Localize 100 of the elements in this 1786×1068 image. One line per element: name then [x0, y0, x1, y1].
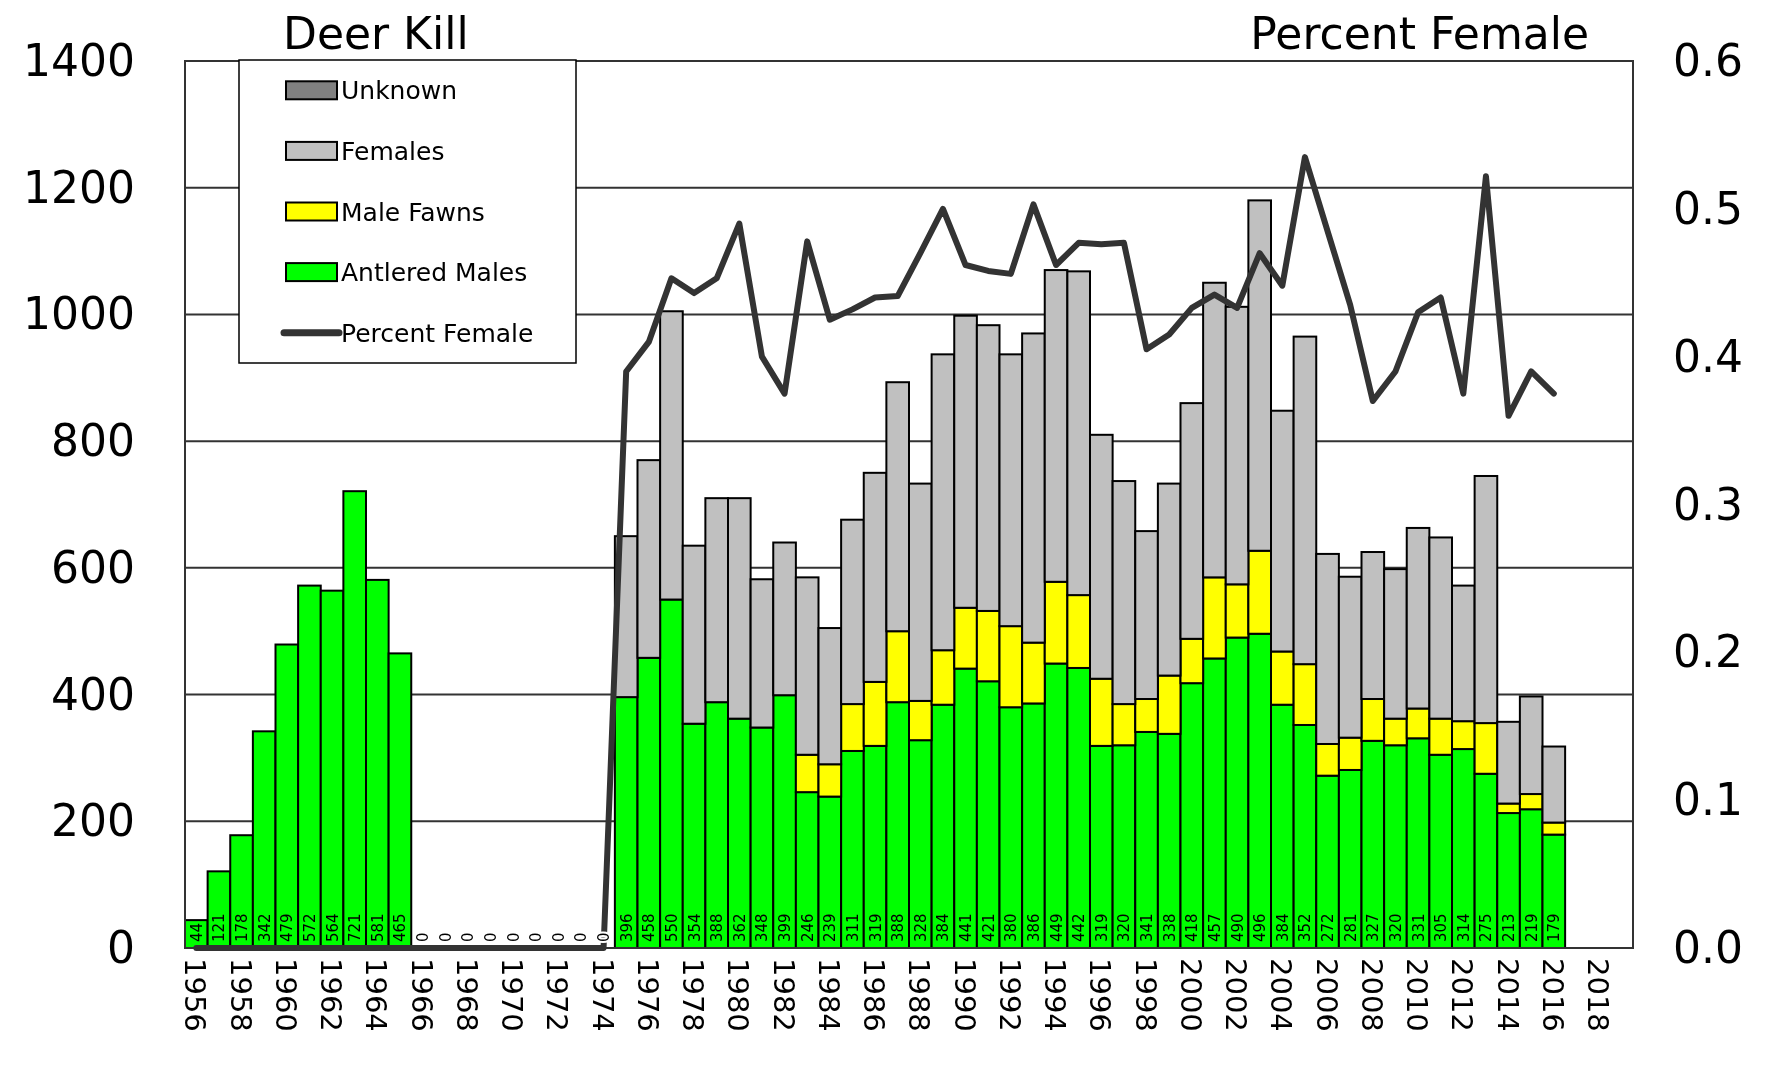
y-tick-label: 0 — [107, 922, 135, 973]
y-tick-label: 1000 — [23, 288, 135, 340]
y-tick-label: 400 — [51, 668, 135, 720]
y2-tick-label: 0.2 — [1673, 626, 1743, 678]
x-tick-label: 1964 — [359, 958, 394, 1032]
x-tick-label: 2016 — [1535, 958, 1570, 1032]
data-label: 342 — [255, 913, 274, 942]
legend-label: Females — [341, 136, 445, 166]
data-label: 388 — [708, 913, 727, 942]
data-label: 550 — [662, 913, 681, 942]
y2-axis-title: Percent Female — [1250, 8, 1589, 59]
data-label: 449 — [1047, 913, 1066, 942]
x-tick-label: 2012 — [1445, 958, 1480, 1032]
data-label: 457 — [1205, 913, 1224, 942]
legend-label: Antlered Males — [341, 258, 528, 288]
x-tick-label: 1994 — [1038, 958, 1073, 1032]
y-tick-label: 1200 — [23, 161, 135, 213]
data-label: 338 — [1160, 913, 1179, 942]
data-label: 354 — [685, 913, 704, 942]
x-tick-label: 2010 — [1400, 958, 1435, 1032]
x-tick-label: 2004 — [1264, 958, 1299, 1032]
data-label: 311 — [843, 913, 862, 942]
data-label: 44 — [187, 922, 206, 942]
data-label: 239 — [821, 913, 840, 942]
data-label: 348 — [753, 913, 772, 942]
y2-tick-label: 0.3 — [1673, 478, 1743, 530]
x-tick-label: 1982 — [766, 958, 801, 1032]
x-tick-label: 1998 — [1128, 958, 1163, 1032]
data-label: 572 — [300, 913, 319, 942]
y-tick-label: 600 — [51, 541, 135, 593]
data-label: 281 — [1341, 913, 1360, 942]
x-tick-label: 2018 — [1581, 958, 1616, 1032]
x-tick-label: 1972 — [540, 958, 575, 1032]
data-label: 0 — [459, 932, 478, 942]
x-tick-label: 2006 — [1309, 958, 1344, 1032]
legend-label: Percent Female — [341, 318, 534, 348]
data-label: 331 — [1409, 913, 1428, 942]
x-tick-label: 2002 — [1219, 958, 1254, 1032]
data-label: 396 — [617, 913, 636, 942]
y2-tick-label: 0.1 — [1673, 774, 1743, 826]
data-label: 275 — [1477, 913, 1496, 942]
x-tick-label: 1984 — [811, 958, 846, 1032]
x-tick-label: 1970 — [495, 958, 530, 1032]
data-label: 388 — [889, 913, 908, 942]
data-label: 0 — [527, 932, 546, 942]
data-label: 121 — [210, 913, 229, 942]
x-tick-label: 1992 — [992, 958, 1027, 1032]
data-label: 0 — [504, 932, 523, 942]
data-label: 441 — [957, 913, 976, 942]
data-label: 564 — [323, 913, 342, 942]
data-label: 0 — [595, 932, 614, 942]
data-label: 178 — [233, 913, 252, 942]
x-tick-label: 1974 — [585, 958, 620, 1032]
x-tick-label: 2000 — [1173, 958, 1208, 1032]
data-label: 0 — [549, 932, 568, 942]
x-tick-label: 1978 — [676, 958, 711, 1032]
data-label: 319 — [1092, 913, 1111, 942]
x-tick-label: 1958 — [223, 958, 258, 1032]
data-label: 314 — [1454, 913, 1473, 942]
x-tick-label: 1960 — [268, 958, 303, 1032]
data-label: 496 — [1251, 913, 1270, 942]
data-label: 380 — [1002, 913, 1021, 942]
data-label: 328 — [911, 913, 930, 942]
data-label: 305 — [1432, 913, 1451, 942]
data-label: 418 — [1183, 913, 1202, 942]
data-label: 479 — [278, 913, 297, 942]
data-label: 246 — [798, 913, 817, 942]
data-label: 341 — [1138, 913, 1157, 942]
legend-label: Unknown — [341, 76, 458, 106]
data-label: 384 — [1273, 913, 1292, 942]
data-label: 721 — [346, 913, 365, 942]
data-label: 319 — [866, 913, 885, 942]
x-tick-label: 1962 — [314, 958, 349, 1032]
data-label: 0 — [481, 932, 500, 942]
data-label: 362 — [730, 913, 749, 942]
y2-tick-label: 0.4 — [1673, 330, 1743, 382]
data-label: 320 — [1386, 913, 1405, 942]
data-label: 213 — [1500, 913, 1519, 942]
data-label: 581 — [368, 913, 387, 942]
y-tick-label: 800 — [51, 415, 135, 467]
x-tick-label: 2008 — [1354, 958, 1389, 1032]
x-tick-label: 1968 — [449, 958, 484, 1032]
x-tick-label: 1976 — [630, 958, 665, 1032]
data-label: 421 — [979, 913, 998, 942]
x-tick-label: 1988 — [902, 958, 937, 1032]
y-axis-title: Deer Kill — [283, 8, 469, 59]
x-tick-label: 1990 — [947, 958, 982, 1032]
data-label: 490 — [1228, 913, 1247, 942]
data-label: 320 — [1115, 913, 1134, 942]
y-tick-label: 1400 — [23, 35, 135, 86]
x-tick-label: 1996 — [1083, 958, 1118, 1032]
x-tick-label: 2014 — [1490, 958, 1525, 1032]
data-label: 0 — [572, 932, 591, 942]
x-tick-label: 1980 — [721, 958, 756, 1032]
data-label: 384 — [934, 913, 953, 942]
data-label: 179 — [1545, 913, 1564, 942]
data-label: 0 — [436, 932, 455, 942]
y2-tick-label: 0.0 — [1673, 922, 1743, 973]
y2-tick-label: 0.6 — [1673, 35, 1743, 86]
x-tick-label: 1986 — [857, 958, 892, 1032]
